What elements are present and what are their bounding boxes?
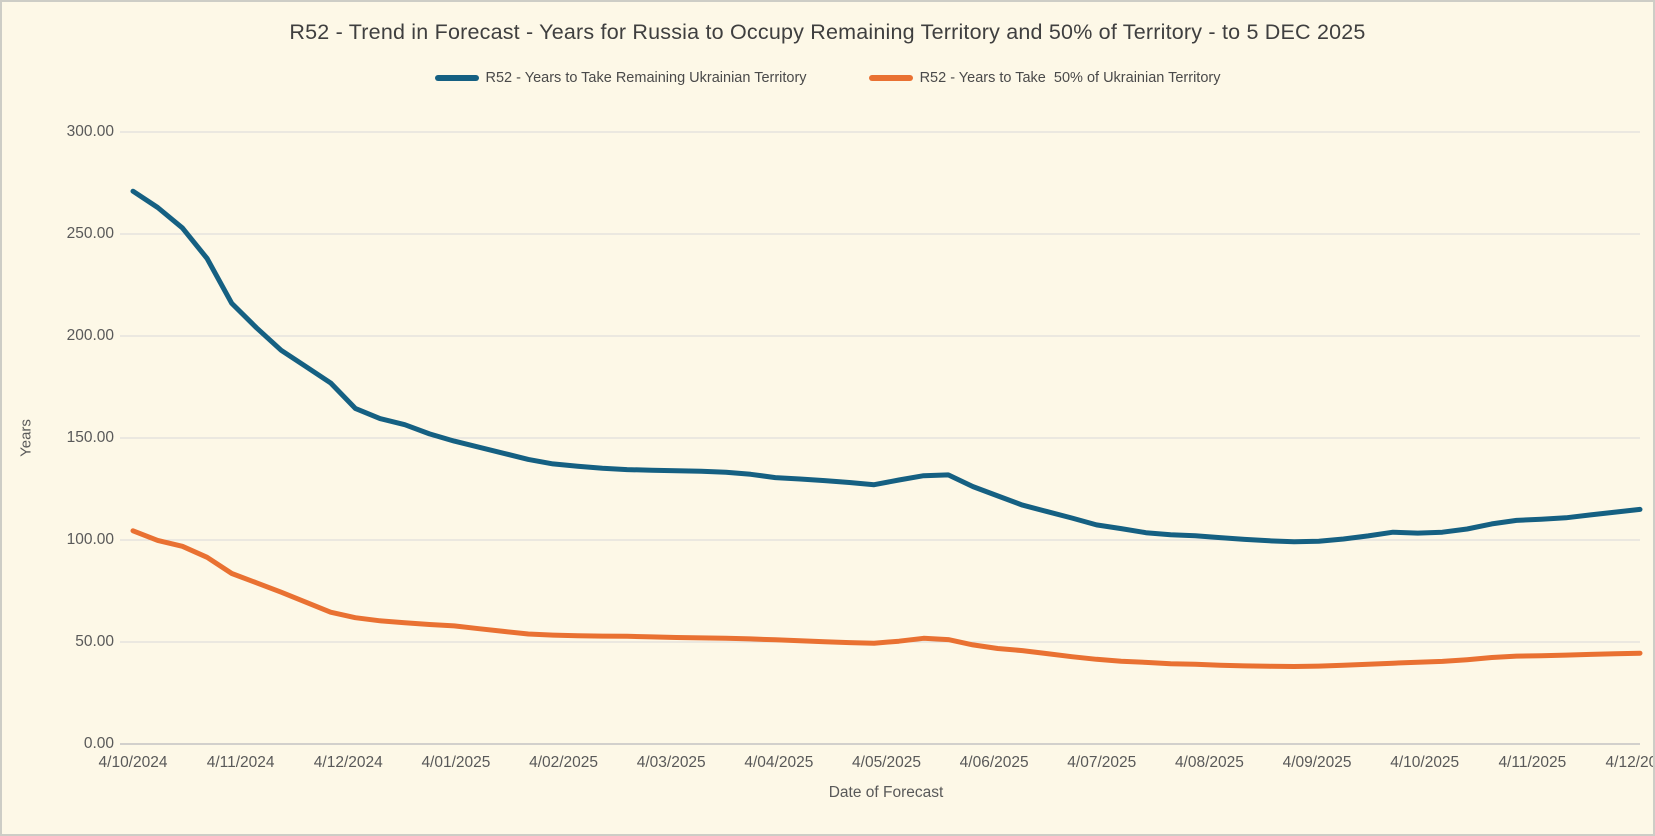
y-axis-title: Years bbox=[17, 419, 35, 457]
x-tick-label: 4/08/2025 bbox=[1174, 754, 1244, 771]
x-tick-label: 4/10/2025 bbox=[1390, 754, 1460, 771]
x-tick-label: 4/10/2024 bbox=[98, 754, 168, 771]
legend-label-remaining-territory: R52 - Years to Take Remaining Ukrainian … bbox=[485, 70, 807, 86]
y-tick-label: 300.00 bbox=[66, 123, 114, 140]
y-tick-label: 250.00 bbox=[66, 225, 114, 242]
x-tick-label: 4/07/2025 bbox=[1067, 754, 1137, 771]
x-tick-label: 4/11/2025 bbox=[1498, 754, 1567, 771]
x-axis-title: Date of Forecast bbox=[828, 784, 944, 801]
x-tick-label: 4/09/2025 bbox=[1282, 754, 1352, 771]
x-tick-label: 4/11/2024 bbox=[206, 754, 275, 771]
x-tick-label: 4/06/2025 bbox=[959, 754, 1029, 771]
legend: R52 - Years to Take Remaining Ukrainian … bbox=[2, 70, 1653, 86]
y-tick-label: 0.00 bbox=[83, 735, 114, 752]
x-tick-label: 4/12/2024 bbox=[313, 754, 383, 771]
legend-swatch-remaining-territory bbox=[434, 75, 479, 81]
x-tick-label: 4/01/2025 bbox=[421, 754, 491, 771]
x-tick-label: 4/05/2025 bbox=[852, 754, 921, 771]
legend-label-50pct-territory: R52 - Years to Take 50% of Ukrainian Ter… bbox=[919, 70, 1221, 86]
y-tick-label: 100.00 bbox=[66, 531, 114, 548]
y-tick-label: 150.00 bbox=[66, 429, 114, 446]
series-line-0 bbox=[130, 188, 1643, 545]
x-tick-label: 4/02/2025 bbox=[529, 754, 599, 771]
x-tick-label: 4/04/2025 bbox=[744, 754, 814, 771]
legend-swatch-50pct-territory bbox=[868, 75, 913, 81]
chart-title: R52 - Trend in Forecast - Years for Russ… bbox=[289, 20, 1366, 44]
legend-item-remaining-territory: R52 - Years to Take Remaining Ukrainian … bbox=[434, 70, 807, 86]
legend-item-50pct-territory: R52 - Years to Take 50% of Ukrainian Ter… bbox=[868, 70, 1221, 86]
x-tick-label: 4/12/2025 bbox=[1605, 754, 1653, 771]
series-line-1 bbox=[130, 528, 1643, 669]
y-tick-label: 200.00 bbox=[66, 327, 114, 344]
y-tick-label: 50.00 bbox=[75, 633, 114, 650]
x-tick-label: 4/03/2025 bbox=[636, 754, 706, 771]
